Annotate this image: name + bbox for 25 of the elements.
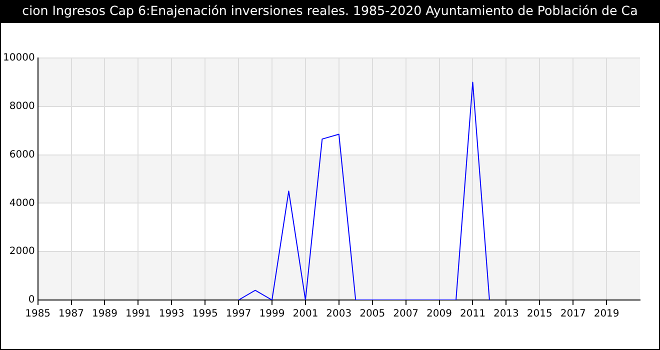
x-tick-label: 2009 — [426, 308, 452, 320]
x-tick-label: 1999 — [259, 308, 285, 320]
y-tick-label: 8000 — [9, 100, 35, 112]
x-tick-label: 2013 — [493, 308, 519, 320]
x-tick-label: 2007 — [393, 308, 419, 320]
y-tick-label: 10000 — [3, 52, 35, 64]
x-tick-label: 2005 — [360, 308, 386, 320]
x-tick-label: 2011 — [460, 308, 486, 320]
y-tick-label: 0 — [28, 294, 35, 306]
x-tick-label: 2017 — [560, 308, 586, 320]
y-tick-label: 4000 — [9, 198, 35, 209]
x-tick-label: 2001 — [292, 308, 318, 320]
x-tick-label: 1991 — [125, 308, 151, 320]
x-tick-label: 1987 — [58, 308, 84, 320]
x-tick-label: 1989 — [92, 308, 118, 320]
x-tick-label: 1995 — [192, 308, 218, 320]
x-tick-label: 2015 — [526, 308, 552, 320]
x-tick-label: 1997 — [226, 308, 252, 320]
x-tick-label: 2003 — [326, 308, 352, 320]
chart-title: cion Ingresos Cap 6:Enajenación inversiones reales. 1985-2020 Ayuntamiento de Población de Ca — [0, 0, 660, 22]
y-tick-label: 6000 — [9, 149, 35, 160]
x-tick-label: 1993 — [158, 308, 184, 320]
x-tick-label: 2019 — [594, 308, 620, 320]
x-tick-label: 1985 — [25, 308, 51, 320]
y-tick-label: 2000 — [9, 246, 35, 258]
